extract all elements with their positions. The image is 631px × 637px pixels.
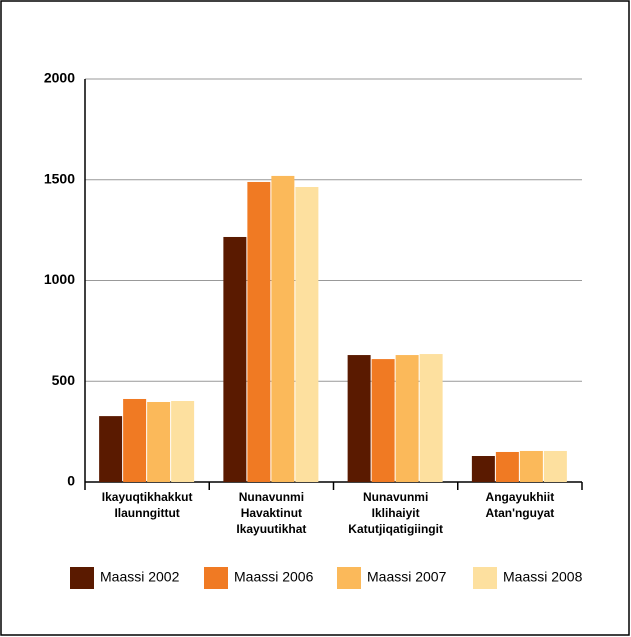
bar [419, 354, 443, 482]
legend-swatch [70, 567, 94, 589]
bar [123, 398, 147, 482]
bar [223, 236, 247, 482]
legend-label: Maassi 2008 [503, 569, 583, 585]
y-tick-label: 0 [67, 473, 75, 489]
bar [395, 355, 419, 482]
bar [543, 450, 567, 482]
x-tick-label: Ikayuutikhat [236, 522, 306, 536]
bar [371, 359, 395, 482]
bar [295, 187, 319, 482]
bar [271, 175, 295, 482]
legend-label: Maassi 2002 [100, 569, 180, 585]
legend-swatch [473, 567, 497, 589]
y-tick-label: 2000 [44, 70, 75, 86]
legend-label: Maassi 2007 [367, 569, 447, 585]
legend-swatch [337, 567, 361, 589]
bar [247, 181, 271, 483]
x-tick-label: Katutjiqatigiingit [348, 522, 443, 536]
y-tick-label: 500 [52, 372, 76, 388]
bar [99, 416, 123, 482]
x-tick-label: Ilaunngittut [114, 506, 179, 520]
legend-swatch [204, 567, 228, 589]
x-tick-label: Nunavunmi [239, 490, 304, 504]
bar [471, 456, 495, 482]
bar [171, 400, 195, 482]
y-tick-label: 1500 [44, 170, 75, 186]
bar [347, 355, 371, 482]
x-tick-label: Angayukhiit [486, 490, 555, 504]
x-tick-label: Havaktinut [241, 506, 302, 520]
x-tick-label: Iklihaiyit [372, 506, 420, 520]
x-tick-label: Nunavunmi [363, 490, 428, 504]
legend-label: Maassi 2006 [234, 569, 314, 585]
x-tick-label: Atan'nguyat [485, 506, 554, 520]
y-tick-label: 1000 [44, 271, 75, 287]
bar [147, 402, 171, 482]
bar [519, 450, 543, 482]
bar [495, 451, 519, 482]
x-tick-label: Ikayuqtikhakkut [102, 490, 193, 504]
